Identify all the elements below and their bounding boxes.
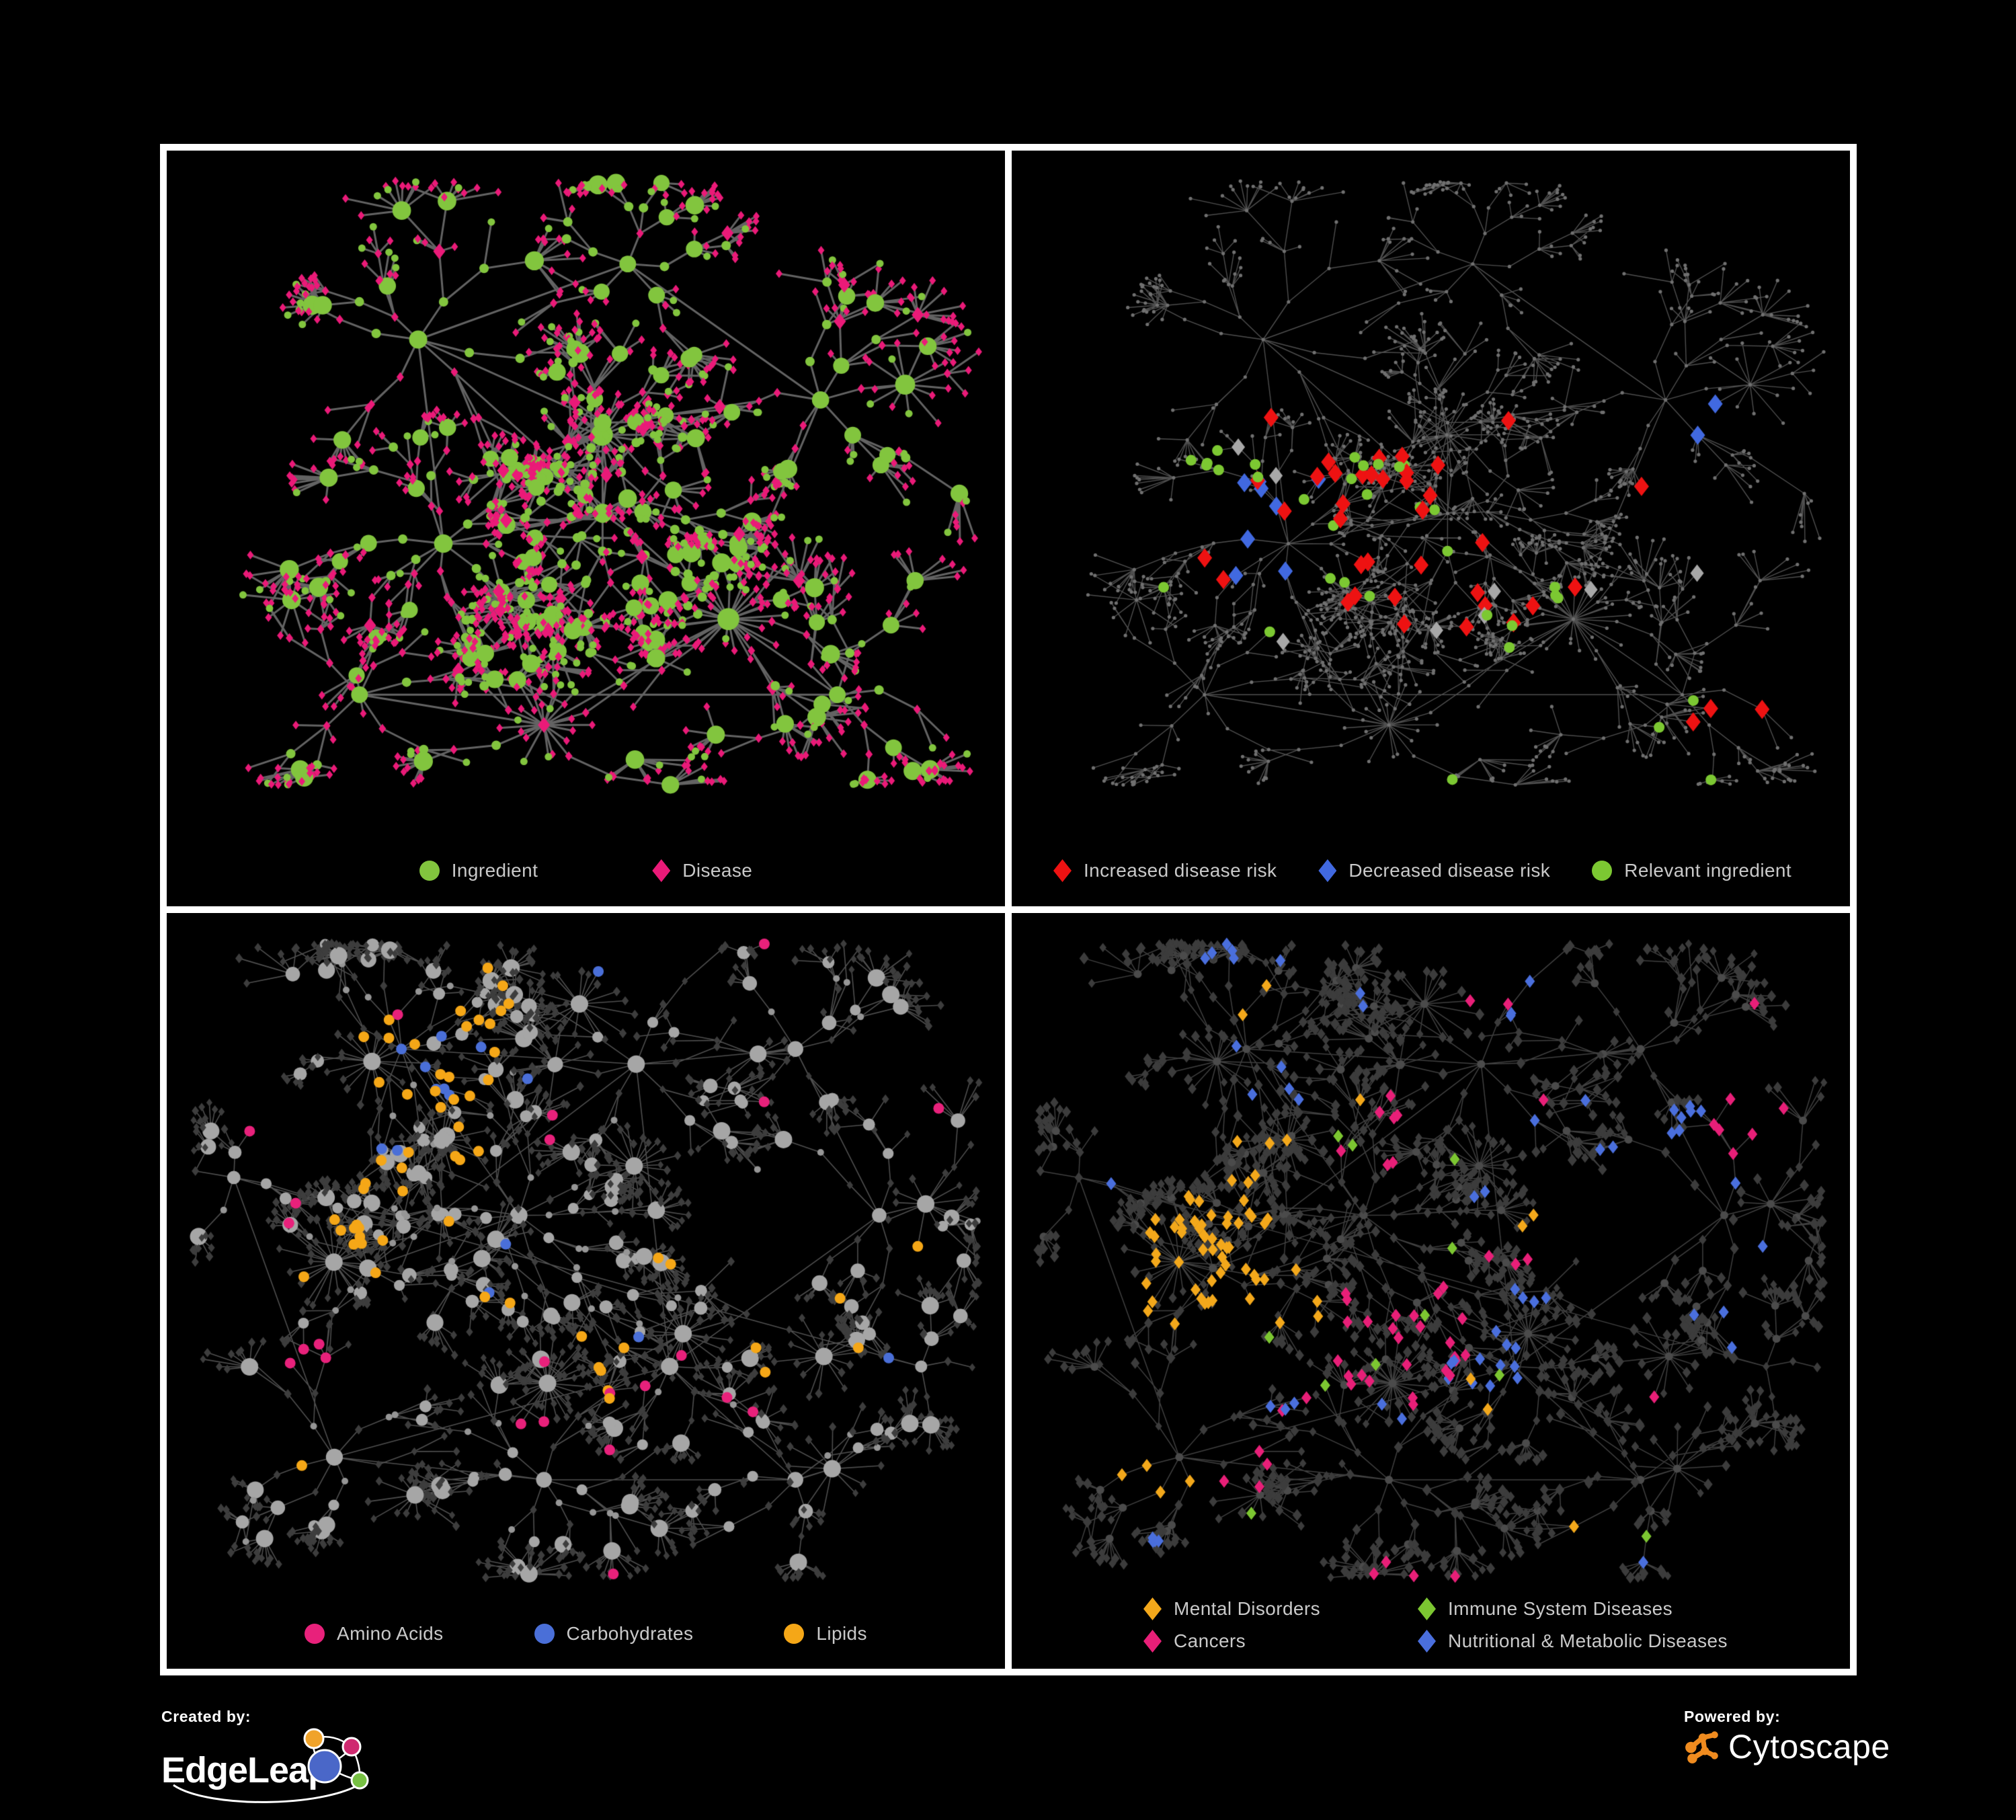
relevant-ingredient-circle-icon (1592, 861, 1613, 881)
edgeleap-swoosh (173, 1778, 367, 1803)
increased-risk-diamond-icon (1053, 859, 1072, 882)
legend-item-ingredient: Ingredient (419, 860, 538, 881)
panel-ingredient-disease: Ingredient Disease (167, 151, 1005, 906)
network-canvas-nutrient-classes (167, 913, 1005, 1669)
legend-label: Nutritional & Metabolic Diseases (1448, 1630, 1728, 1651)
legend-nutrient-classes: Amino Acids Carbohydrates Lipids (167, 1623, 1005, 1645)
figure-grid-frame: Ingredient Disease Increased disease ris… (160, 144, 1857, 1675)
mental-disorders-diamond-icon (1143, 1597, 1162, 1620)
legend-item-lipids: Lipids (784, 1623, 867, 1645)
legend-item-mental-disorders: Mental Disorders (1143, 1597, 1418, 1620)
network-canvas-disease-classes (1012, 913, 1850, 1669)
immune-diseases-diamond-icon (1418, 1597, 1436, 1620)
edgeleap-pink-node-icon (341, 1737, 362, 1757)
edgeleap-branding: Created by: EdgeLeap (161, 1708, 387, 1810)
panel-nutrient-classes: Amino Acids Carbohydrates Lipids (167, 913, 1005, 1669)
lipids-circle-icon (784, 1624, 805, 1644)
disease-diamond-icon (652, 859, 671, 882)
edgeleap-blue-node-icon (307, 1749, 342, 1784)
edgeleap-logo: EdgeLeap (161, 1728, 369, 1803)
amino-acids-circle-icon (305, 1624, 325, 1644)
legend-label: Disease (682, 860, 753, 881)
network-canvas-ingredient-disease (167, 151, 1005, 906)
edgeleap-orange-node-icon (303, 1728, 325, 1749)
legend-item-amino-acids: Amino Acids (305, 1623, 443, 1645)
legend-ingredient-disease: Ingredient Disease (167, 859, 1005, 882)
legend-label: Cancers (1174, 1630, 1246, 1651)
legend-label: Ingredient (451, 860, 538, 881)
powered-by-label: Powered by: (1684, 1708, 1781, 1725)
decreased-risk-diamond-icon (1318, 859, 1337, 882)
legend-label: Carbohydrates (566, 1623, 694, 1644)
legend-item-increased-risk: Increased disease risk (1053, 859, 1277, 882)
cytoscape-wordmark: Cytoscape (1728, 1728, 1890, 1766)
nutritional-metabolic-diamond-icon (1418, 1630, 1436, 1653)
network-canvas-disease-risk (1012, 151, 1850, 906)
ingredient-circle-icon (419, 861, 440, 881)
legend-item-carbohydrates: Carbohydrates (534, 1623, 694, 1645)
panel-disease-risk: Increased disease risk Decreased disease… (1012, 151, 1850, 906)
legend-label: Amino Acids (337, 1623, 444, 1644)
legend-label: Decreased disease risk (1348, 860, 1551, 881)
legend-label: Lipids (816, 1623, 867, 1644)
legend-disease-classes: Mental Disorders Immune System Diseases … (1143, 1597, 1728, 1653)
cancers-diamond-icon (1143, 1630, 1162, 1653)
edgeleap-wordmark: EdgeLeap (161, 1750, 329, 1790)
legend-item-nutritional-metabolic-diseases: Nutritional & Metabolic Diseases (1418, 1630, 1728, 1653)
edgeleap-green-node-icon (350, 1771, 369, 1790)
legend-label: Mental Disorders (1174, 1598, 1321, 1619)
panel-disease-classes: Mental Disorders Immune System Diseases … (1012, 913, 1850, 1669)
legend-label: Immune System Diseases (1448, 1598, 1673, 1619)
legend-disease-risk: Increased disease risk Decreased disease… (1012, 859, 1850, 882)
legend-item-disease: Disease (652, 859, 752, 882)
created-by-label: Created by: (161, 1708, 251, 1725)
legend-item-cancers: Cancers (1143, 1630, 1418, 1653)
legend-item-immune-system-diseases: Immune System Diseases (1418, 1597, 1728, 1620)
legend-item-relevant-ingredient: Relevant ingredient (1592, 860, 1791, 881)
cytoscape-branding: Powered by: Cytoscape (1684, 1708, 1890, 1766)
carbohydrates-circle-icon (534, 1624, 555, 1644)
legend-label: Relevant ingredient (1624, 860, 1792, 881)
legend-item-decreased-risk: Decreased disease risk (1318, 859, 1550, 882)
cytoscape-logo-icon (1685, 1731, 1718, 1764)
legend-label: Increased disease risk (1084, 860, 1277, 881)
